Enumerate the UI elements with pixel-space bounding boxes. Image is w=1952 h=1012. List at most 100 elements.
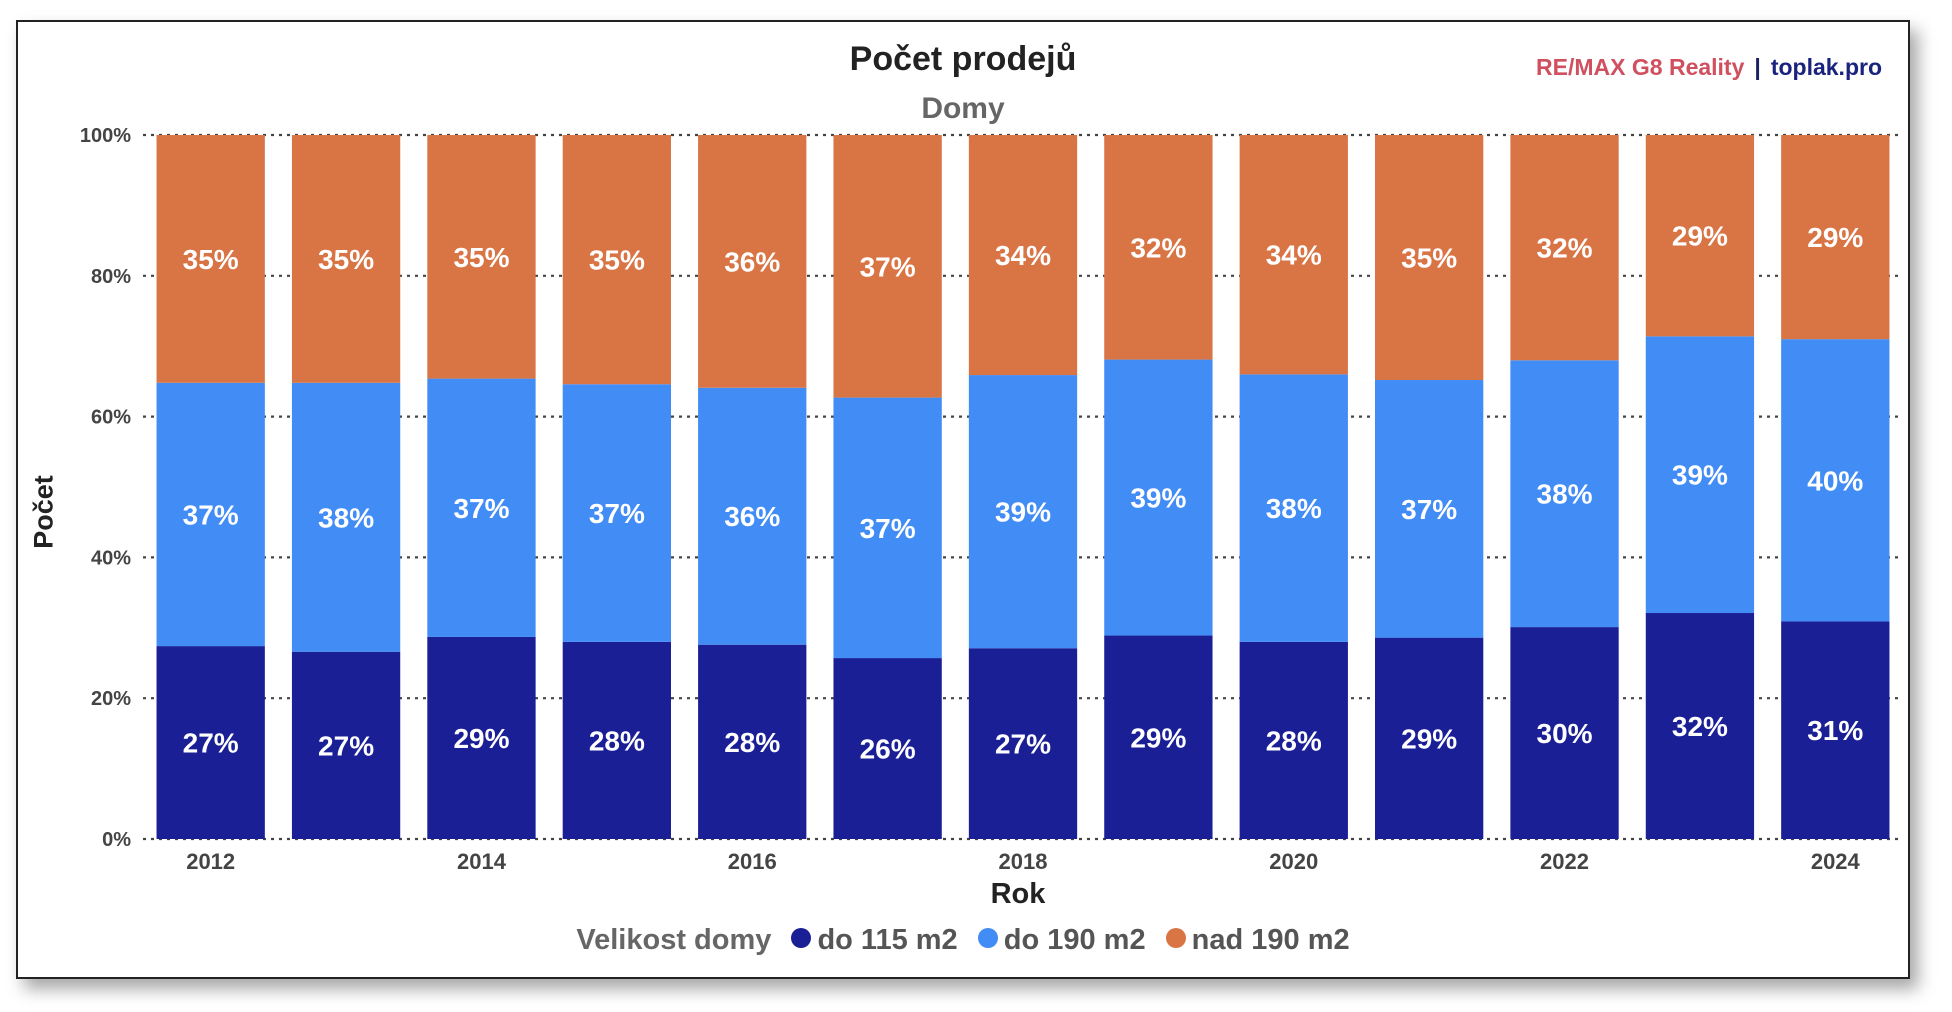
data-label: 28%: [1266, 725, 1322, 756]
data-label: 30%: [1537, 718, 1593, 749]
data-label: 38%: [1537, 479, 1593, 510]
bar-segment: [1239, 374, 1348, 642]
bar-segment: [1510, 360, 1619, 628]
bar-segment: [291, 382, 401, 652]
brand-label: RE/MAX G8 Reality | toplak.pro: [1536, 54, 1882, 81]
bar-segment: [833, 658, 942, 839]
legend-item-small[interactable]: do 115 m2: [791, 924, 958, 956]
legend-item-medium[interactable]: do 190 m2: [977, 924, 1146, 956]
data-label: 27%: [318, 730, 374, 761]
x-tick-label: 2016: [728, 849, 777, 874]
bar-segment: [1375, 379, 1484, 638]
bar-segment: [1645, 613, 1755, 839]
data-label: 35%: [589, 245, 645, 276]
bar-segment: [562, 384, 671, 642]
x-tick-label: 2020: [1269, 849, 1318, 874]
bar-segment: [698, 135, 807, 388]
y-tick-label: 40%: [91, 547, 131, 569]
bar-segment: [562, 135, 671, 385]
data-label: 39%: [1672, 460, 1728, 491]
legend: Velikost domy do 115 m2 do 190 m2 nad 19…: [18, 924, 1908, 957]
bar-segment: [427, 378, 536, 637]
bar-segment: [968, 135, 1078, 376]
bar-segment: [698, 387, 807, 645]
bar-segment: [1781, 135, 1890, 340]
data-label: 32%: [1130, 232, 1186, 263]
data-label: 32%: [1537, 233, 1593, 264]
data-label: 29%: [1807, 222, 1863, 253]
bar-segment: [833, 397, 942, 659]
bar-segment: [1781, 621, 1890, 839]
chart-frame: Počet prodejů Domy RE/MAX G8 Reality | top…: [16, 20, 1910, 979]
data-label: 29%: [1672, 221, 1728, 252]
legend-label-small: do 115 m2: [817, 924, 958, 956]
bar-segment: [427, 636, 536, 839]
legend-item-large[interactable]: nad 190 m2: [1165, 924, 1350, 956]
data-label: 34%: [1266, 240, 1322, 271]
data-label: 28%: [589, 725, 645, 756]
legend-dot-small: [791, 928, 812, 949]
brand-remax: RE/MAX G8 Reality: [1536, 54, 1745, 80]
data-label: 36%: [724, 246, 780, 277]
x-tick-label: 2022: [1540, 849, 1589, 874]
legend-label-large: nad 190 m2: [1191, 924, 1350, 956]
bar-segment: [1510, 135, 1619, 361]
data-label: 35%: [453, 242, 509, 273]
chart-title: Počet prodejů: [849, 40, 1077, 78]
data-label: 37%: [1401, 494, 1457, 525]
data-label: 31%: [1807, 715, 1863, 746]
data-label: 29%: [1130, 722, 1186, 753]
bar-segment: [1645, 135, 1755, 337]
y-tick-label: 80%: [91, 266, 131, 288]
y-tick-label: 100%: [80, 125, 131, 147]
bar-segment: [1645, 336, 1755, 614]
x-axis-label: Rok: [990, 878, 1046, 910]
bar-segment: [1781, 339, 1890, 622]
bar-segment: [1104, 135, 1213, 360]
y-tick-label: 20%: [91, 688, 131, 710]
data-label: 29%: [453, 723, 509, 754]
bar-segment: [1510, 627, 1619, 839]
data-label: 40%: [1807, 465, 1863, 496]
bar-segment: [156, 646, 265, 839]
data-label: 38%: [318, 502, 374, 533]
y-tick-label: 60%: [91, 407, 131, 429]
data-label: 35%: [183, 244, 239, 275]
bar-segment: [1104, 359, 1213, 636]
bar-segment: [156, 135, 265, 383]
chart-subtitle: Domy: [921, 92, 1005, 125]
legend-label-medium: do 190 m2: [1003, 924, 1146, 956]
data-label: 38%: [1266, 493, 1322, 524]
bar-segment: [1239, 135, 1348, 375]
y-tick-label: 0%: [102, 829, 131, 851]
data-label: 39%: [1130, 483, 1186, 514]
chart-plot: 0% 20% 40% 60% 80% 100% 27% 37% 35% 2012 27% 38% 35%…: [80, 125, 1903, 874]
legend-dot-medium: [977, 928, 998, 949]
data-label: 32%: [1672, 711, 1728, 742]
data-label: 28%: [724, 727, 780, 758]
bar-segment: [1375, 637, 1484, 839]
data-label: 35%: [318, 244, 374, 275]
data-label: 37%: [860, 513, 916, 544]
data-label: 37%: [589, 498, 645, 529]
data-label: 29%: [1401, 723, 1457, 754]
legend-title: Velikost domy: [576, 924, 772, 956]
bar-segment: [1375, 135, 1484, 380]
bar-segment: [562, 641, 671, 839]
data-label: 37%: [453, 493, 509, 524]
data-label: 27%: [183, 728, 239, 759]
legend-dot-large: [1165, 928, 1186, 949]
bar-segment: [1239, 641, 1348, 839]
bar-segment: [833, 135, 942, 398]
data-label: 34%: [995, 240, 1051, 271]
brand-separator: |: [1754, 54, 1761, 80]
bar-segment: [291, 135, 401, 383]
bar-segment: [291, 651, 401, 839]
bar-segment: [968, 648, 1078, 839]
x-tick-label: 2024: [1811, 849, 1861, 874]
data-label: 37%: [860, 251, 916, 282]
bar-segment: [698, 644, 807, 839]
x-tick-label: 2014: [457, 849, 507, 874]
x-tick-label: 2012: [186, 849, 235, 874]
bar-segment: [1104, 635, 1213, 839]
